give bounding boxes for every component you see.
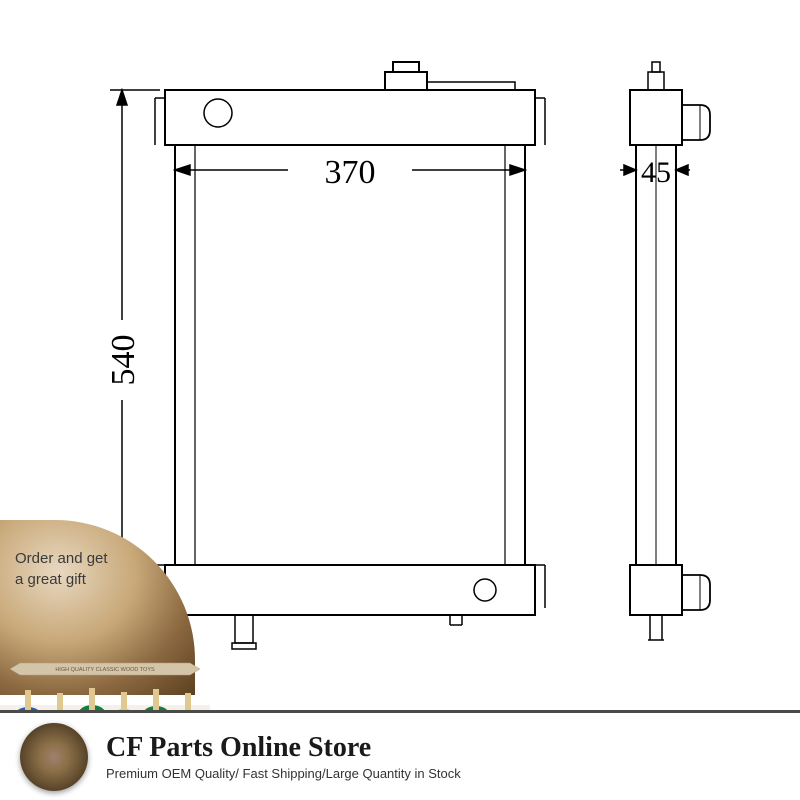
promo-line-2: a great gift	[15, 569, 108, 590]
ribbon-badge: HIGH QUALITY CLASSIC WOOD TOYS	[10, 663, 200, 675]
store-logo	[20, 723, 88, 791]
depth-dimension-label: 45	[641, 156, 671, 189]
promo-line-1: Order and get	[15, 548, 108, 569]
store-footer: CF Parts Online Store Premium OEM Qualit…	[0, 710, 800, 800]
height-dimension-label: 540	[105, 335, 142, 386]
width-dimension-label: 370	[325, 154, 376, 191]
svg-text:HIGH QUALITY CLASSIC WOOD TOYS: HIGH QUALITY CLASSIC WOOD TOYS	[55, 667, 155, 673]
promo-text: Order and get a great gift	[15, 548, 108, 590]
store-name: CF Parts Online Store	[106, 732, 461, 764]
store-info: CF Parts Online Store Premium OEM Qualit…	[106, 732, 461, 781]
radiator-front-view	[155, 62, 545, 649]
radiator-side-view	[630, 62, 710, 640]
store-tagline: Premium OEM Quality/ Fast Shipping/Large…	[106, 766, 461, 781]
